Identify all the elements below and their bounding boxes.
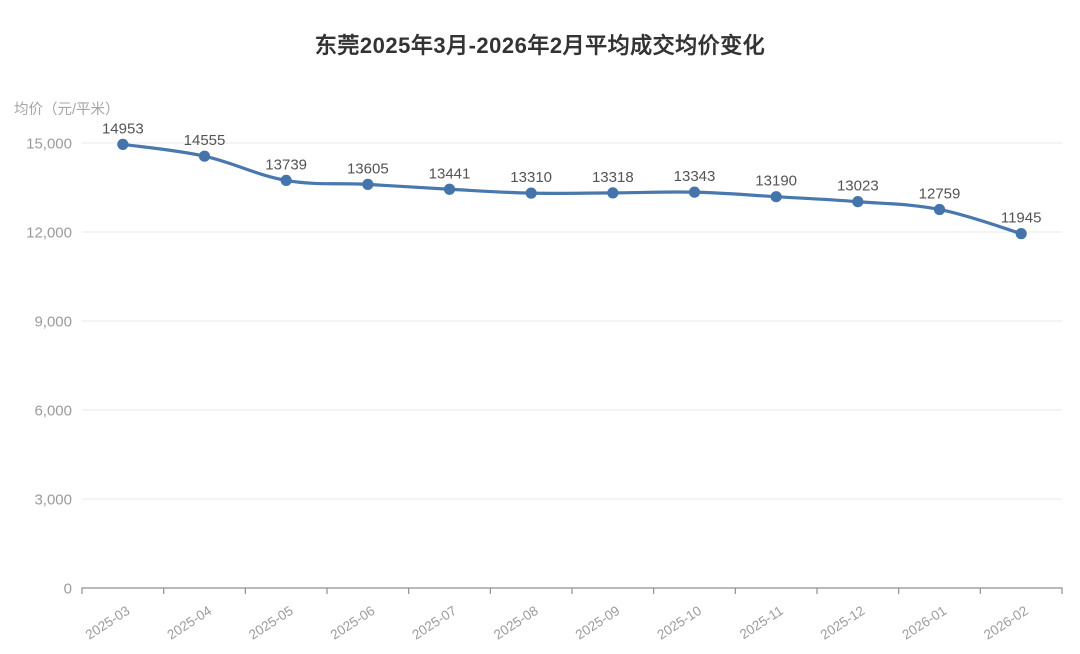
data-point-label: 13190	[755, 173, 797, 190]
y-axis-name: 均价（元/平米）	[14, 102, 120, 118]
data-point-label: 12759	[919, 185, 961, 202]
y-tick-label: 0	[64, 581, 72, 598]
x-tick-label: 2025-04	[164, 603, 214, 643]
data-point-label: 11945	[1001, 210, 1042, 227]
y-tick-label: 12,000	[26, 225, 72, 242]
data-point[interactable]	[688, 186, 701, 198]
chart-title: 东莞2025年3月-2026年2月平均成交均价变化	[314, 33, 766, 58]
x-tick-label: 2025-12	[818, 603, 868, 643]
x-tick-label: 2025-05	[246, 603, 296, 643]
data-point-label: 13318	[592, 169, 634, 186]
price-line-series	[121, 142, 1023, 236]
x-tick-label: 2025-10	[654, 603, 704, 643]
data-point[interactable]	[362, 178, 374, 190]
data-point[interactable]	[525, 187, 537, 199]
x-tick-label: 2025-09	[573, 603, 623, 643]
data-point[interactable]	[852, 196, 864, 208]
data-point-label: 14555	[184, 132, 226, 149]
data-point-label: 13023	[837, 178, 879, 195]
data-point[interactable]	[770, 191, 782, 203]
x-tick-label: 2026-02	[981, 603, 1031, 643]
y-tick-label: 3,000	[34, 492, 72, 509]
y-tick-label: 9,000	[34, 314, 72, 331]
data-point[interactable]	[1015, 228, 1027, 240]
data-point[interactable]	[933, 203, 946, 216]
x-tick-label: 2025-11	[737, 603, 786, 642]
data-point[interactable]	[607, 187, 619, 199]
y-tick-label: 15,000	[26, 136, 72, 153]
data-point-label: 13605	[347, 160, 389, 177]
x-tick-label: 2025-07	[409, 603, 459, 643]
y-tick-label: 6,000	[34, 403, 72, 420]
x-tick-label: 2025-08	[491, 603, 541, 643]
x-tick-label: 2025-06	[328, 603, 378, 643]
data-point[interactable]	[443, 183, 456, 195]
data-point-label: 13739	[265, 156, 307, 173]
data-point[interactable]	[117, 138, 129, 150]
data-point-label: 14953	[102, 120, 144, 137]
x-tick-label: 2025-03	[83, 603, 133, 643]
data-point-label: 13310	[510, 169, 552, 186]
data-point[interactable]	[198, 150, 211, 162]
data-point-label: 13343	[674, 168, 716, 185]
data-point-label: 13441	[429, 165, 471, 182]
x-tick-label: 2026-01	[899, 603, 949, 643]
data-point[interactable]	[280, 174, 292, 187]
